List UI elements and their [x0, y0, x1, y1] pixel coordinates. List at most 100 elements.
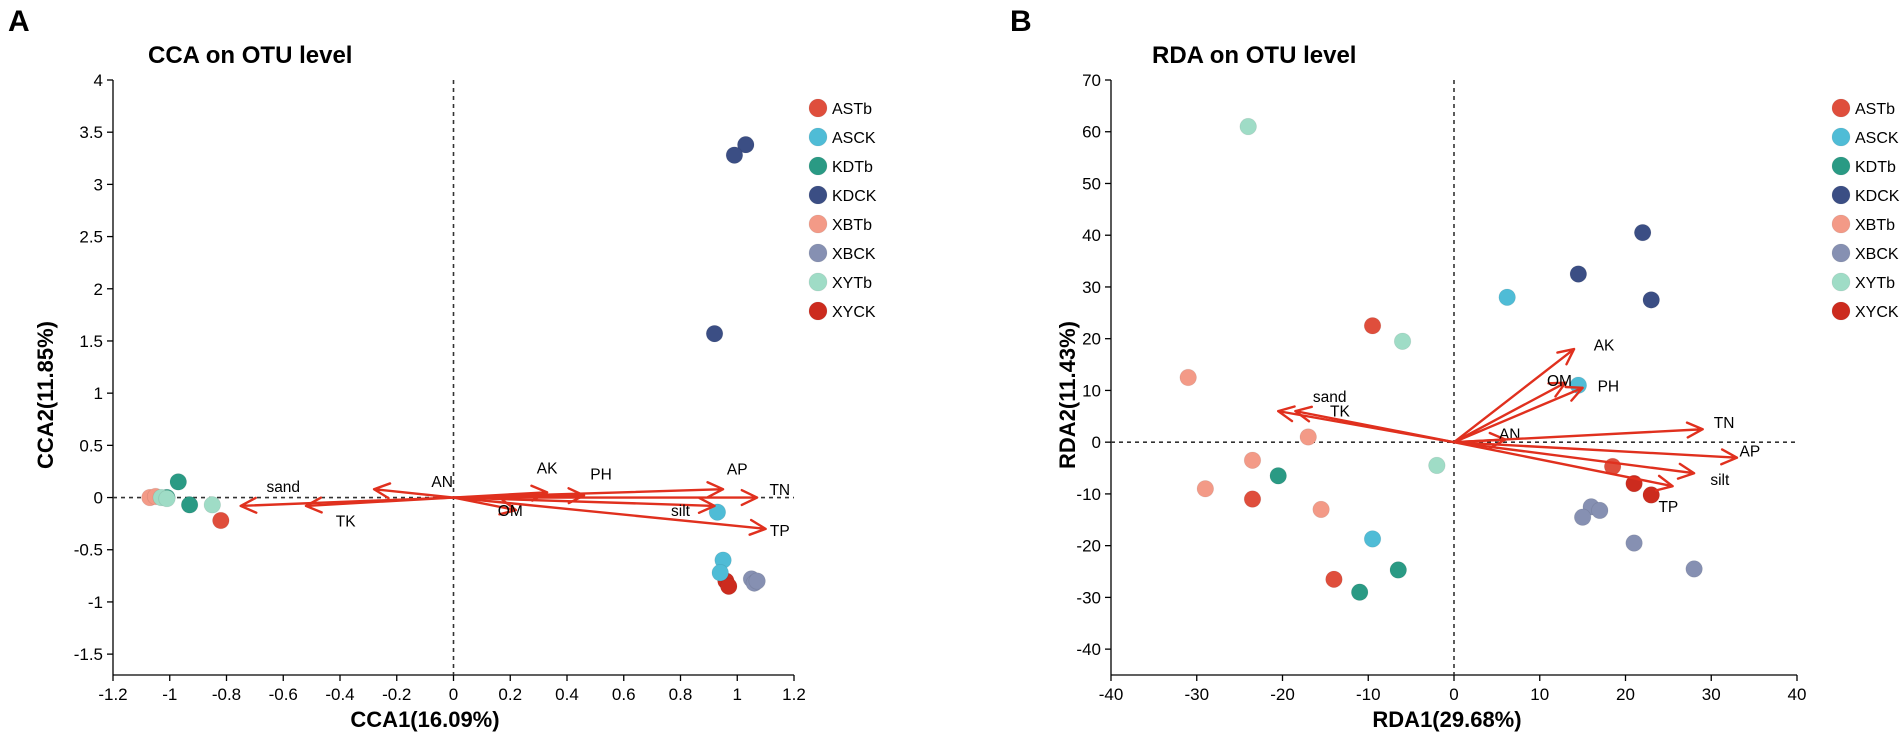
- legend-label: KDCK: [1855, 188, 1900, 205]
- sample-point-xbtb: [1179, 368, 1197, 387]
- sample-point-kdck: [1642, 291, 1660, 309]
- legend: ASTb ASCK KDTb KDCK XBTb XBCK XYTb XYCK: [808, 98, 877, 321]
- env-arrow-om: [1452, 381, 1567, 444]
- plot-title: CCA on OTU level: [148, 42, 352, 69]
- sample-point-xytb: [158, 489, 176, 508]
- legend-marker-xyck: [1831, 301, 1851, 321]
- x-tick-label: -0.8: [212, 685, 241, 704]
- env-arrow-tp: [1452, 440, 1674, 492]
- legend-marker-xbtb: [808, 214, 828, 234]
- x-tick-label: 1: [733, 685, 742, 704]
- x-tick-label: -40: [1099, 685, 1124, 704]
- panel-letter: B: [1010, 5, 1032, 38]
- y-tick-label: 2: [94, 280, 103, 299]
- y-tick-label: 1: [94, 384, 103, 403]
- legend-label: ASCK: [832, 130, 876, 147]
- legend-marker-xbtb: [1831, 214, 1851, 234]
- y-tick-label: 50: [1082, 174, 1101, 193]
- sample-point-xyck: [720, 577, 738, 595]
- sample-point-xbck: [1573, 508, 1592, 526]
- y-tick-label: 40: [1082, 226, 1101, 245]
- y-tick-label: -30: [1076, 588, 1101, 607]
- sample-point-asck: [1363, 530, 1382, 548]
- plot-area: -40 -30 -20 -10 0 10 20 30 40 -40 -30 -20 -10 0 10 20 30…: [1076, 71, 1806, 704]
- x-tick-label: 40: [1788, 685, 1807, 704]
- sample-point-kdck: [725, 146, 744, 164]
- sample-point-astb: [1325, 570, 1343, 588]
- legend-marker-kdtb: [1831, 156, 1851, 176]
- x-tick-label: -0.4: [325, 685, 354, 704]
- y-tick-label: -40: [1076, 640, 1101, 659]
- env-arrow-ap: [1452, 440, 1739, 466]
- y-axis-title: CCA2(11.85%): [33, 321, 58, 469]
- sample-point-kdtb: [180, 496, 199, 514]
- legend-label: XYTb: [1855, 275, 1895, 292]
- sample-point-kdtb: [1269, 467, 1287, 485]
- y-tick-label: 70: [1082, 71, 1101, 90]
- arrow-label: TP: [1658, 499, 1678, 516]
- sample-point-astb: [212, 511, 230, 530]
- sample-point-xbtb: [1243, 451, 1262, 469]
- sample-point-xbtb: [1196, 480, 1215, 498]
- sample-point-xytb: [1393, 332, 1412, 350]
- cca-panel: A CCA on OTU level -1.2 -1 -0.8 -0.6 -0.4 -0.…: [8, 5, 877, 732]
- sample-point-astb: [1243, 490, 1262, 508]
- x-tick-label: 10: [1530, 685, 1549, 704]
- y-tick-label: 30: [1082, 278, 1101, 297]
- env-arrow-tn: [1452, 421, 1704, 444]
- sample-point-xbtb: [1299, 428, 1317, 446]
- legend-marker-kdck: [808, 185, 828, 205]
- y-tick-label: 3: [94, 175, 103, 194]
- sample-point-xbck: [1625, 534, 1643, 552]
- sample-point-kdtb: [169, 473, 187, 491]
- sample-point-asck: [708, 503, 727, 521]
- sample-point-kdtb: [1389, 561, 1407, 579]
- x-tick-label: 0.2: [498, 685, 522, 704]
- env-arrow-ap: [452, 481, 725, 499]
- legend-label: KDTb: [832, 159, 873, 176]
- arrow-label: PH: [590, 467, 612, 484]
- legend-marker-astb: [808, 98, 828, 118]
- sample-point-kdck: [1633, 223, 1652, 242]
- x-tick-label: -0.6: [269, 685, 298, 704]
- arrow-label: TN: [1714, 415, 1735, 432]
- y-tick-label: 3.5: [79, 123, 103, 142]
- x-tick-label: 0: [1449, 685, 1458, 704]
- sample-point-kdtb: [1350, 583, 1369, 601]
- x-tick-label: 0.4: [555, 685, 579, 704]
- legend-marker-xbck: [1831, 243, 1851, 263]
- sample-point-xytb: [203, 496, 222, 514]
- legend-label: ASCK: [1855, 130, 1899, 147]
- y-tick-label: -1.5: [74, 645, 103, 664]
- x-tick-label: -10: [1356, 685, 1381, 704]
- legend-label: KDTb: [1855, 159, 1896, 176]
- env-arrow-ph: [1452, 385, 1584, 444]
- y-tick-label: 2.5: [79, 228, 103, 247]
- y-axis-title: RDA2(11.43%): [1055, 321, 1080, 469]
- arrow-label: TN: [769, 482, 790, 499]
- sample-point-asck: [711, 564, 729, 582]
- y-tick-label: 20: [1082, 330, 1101, 349]
- x-tick-label: -30: [1184, 685, 1209, 704]
- env-arrow-tk: [304, 496, 455, 514]
- y-tick-label: 60: [1082, 123, 1101, 142]
- arrow-label: silt: [1710, 472, 1730, 489]
- arrow-label: PH: [1598, 378, 1620, 395]
- y-tick-label: 0: [94, 489, 103, 508]
- plot-area: -1.2 -1 -0.8 -0.6 -0.4 -0.2 0 0.2 0.4 0.6 0.8 1 1.2 -…: [74, 71, 806, 704]
- sample-point-xbck: [748, 572, 766, 590]
- y-tick-label: 0: [1092, 433, 1101, 452]
- y-tick-label: -0.5: [74, 541, 103, 560]
- legend-label: ASTb: [832, 101, 872, 118]
- arrow-label: TK: [336, 514, 356, 531]
- legend-label: XYTb: [832, 275, 872, 292]
- legend-label: XBTb: [1855, 217, 1895, 234]
- env-arrow-tn: [452, 488, 759, 507]
- arrow-label: TP: [770, 523, 790, 540]
- legend-marker-xytb: [1831, 272, 1851, 292]
- x-tick-label: 1.2: [782, 685, 806, 704]
- arrow-label: sand: [266, 479, 300, 496]
- legend-marker-kdtb: [808, 156, 828, 176]
- arrow-label: AP: [1739, 443, 1760, 460]
- x-axis-title: RDA1(29.68%): [1372, 707, 1521, 732]
